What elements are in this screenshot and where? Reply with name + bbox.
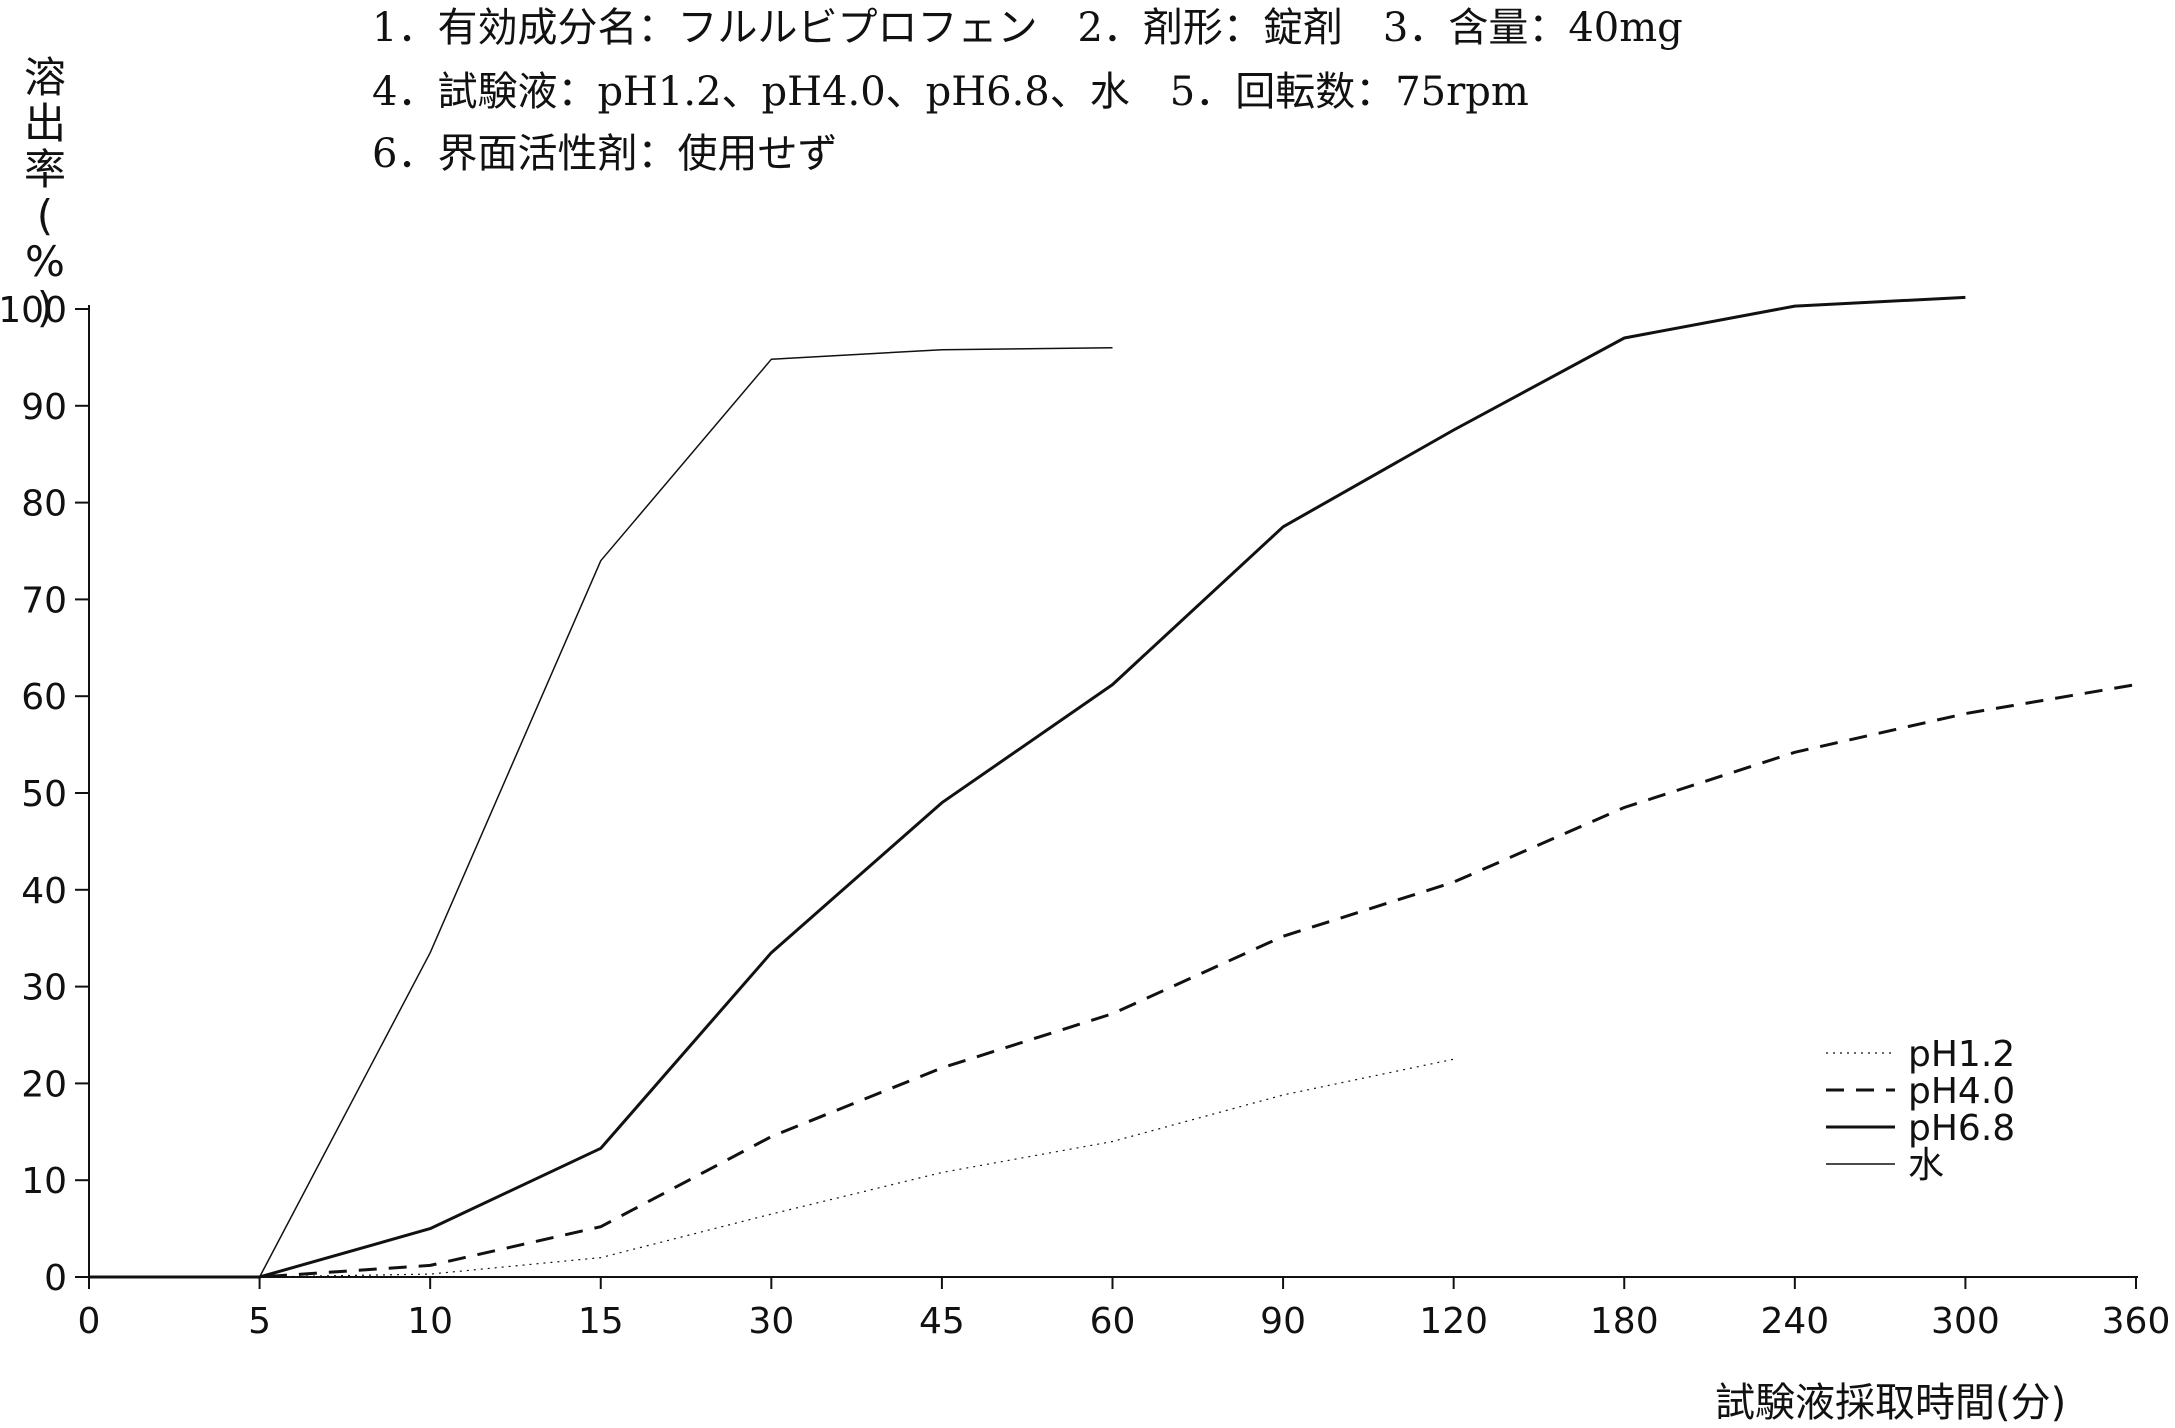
condition-line-1: 1．有効成分名：フルルビプロフェン 2．剤形：錠剤 3．含量：40mg [372,5,1683,51]
y-tick-label: 20 [21,1064,67,1105]
legend-label: pH4.0 [1908,1071,2015,1112]
x-tick-label: 30 [748,1301,794,1342]
series-line-2 [89,295,1966,1279]
x-tick-label: 300 [1931,1301,2000,1342]
y-tick-label: 60 [21,677,67,718]
y-axis-label-char: 率 [23,145,66,194]
x-tick-label: 90 [1260,1301,1306,1342]
legend-label: pH6.8 [1908,1108,2015,1149]
legend-label: pH1.2 [1908,1034,2015,1075]
y-axis-label: 溶出率(%) [22,55,68,331]
y-axis-label-char: 出 [23,99,66,148]
axes [88,305,2138,1278]
x-tick-label: 45 [919,1301,965,1342]
y-tick-label: 30 [21,968,67,1009]
y-tick-label: 0 [44,1258,67,1299]
series-line-3 [89,346,1113,1278]
y-tick-label: 80 [21,484,67,525]
y-axis-label-char: % [25,237,65,286]
condition-line-2: 4．試験液：pH1.2、pH4.0、pH6.8、水 5．回転数：75rpm [372,69,1529,115]
y-tick-label: 70 [21,580,67,621]
series-lines [89,295,2137,1279]
series-line-1 [89,683,2137,1279]
x-tick-label: 0 [78,1301,101,1342]
x-tick-label: 5 [248,1301,271,1342]
y-ticks: 0 10 20 30 40 50 60 70 80 90 100 [0,290,89,1299]
x-tick-label: 120 [1419,1301,1488,1342]
x-tick-label: 60 [1090,1301,1136,1342]
x-axis-label: 試験液採取時間(分) [1715,1380,2067,1426]
y-tick-label: 10 [21,1161,67,1202]
x-tick-label: 15 [578,1301,624,1342]
y-tick-label: 100 [0,290,67,331]
y-tick-label: 90 [21,387,67,428]
x-tick-label: 10 [407,1301,453,1342]
y-tick-label: 50 [21,774,67,815]
condition-line-3: 6．界面活性剤：使用せず [372,131,838,177]
y-tick-label: 40 [21,871,67,912]
x-tick-label: 180 [1590,1301,1659,1342]
x-tick-label: 240 [1760,1301,1829,1342]
x-tick-label: 360 [2102,1301,2171,1342]
y-axis-label-char: ( [36,191,54,240]
y-axis-label-char: 溶 [23,53,66,102]
series-line-0 [89,1058,1454,1278]
x-ticks: 0 5 10 15 30 45 60 90 120 180 240 300 360 [78,1277,2171,1342]
legend-label: 水 [1908,1145,1944,1186]
y-axis-label-char: ) [36,283,54,332]
